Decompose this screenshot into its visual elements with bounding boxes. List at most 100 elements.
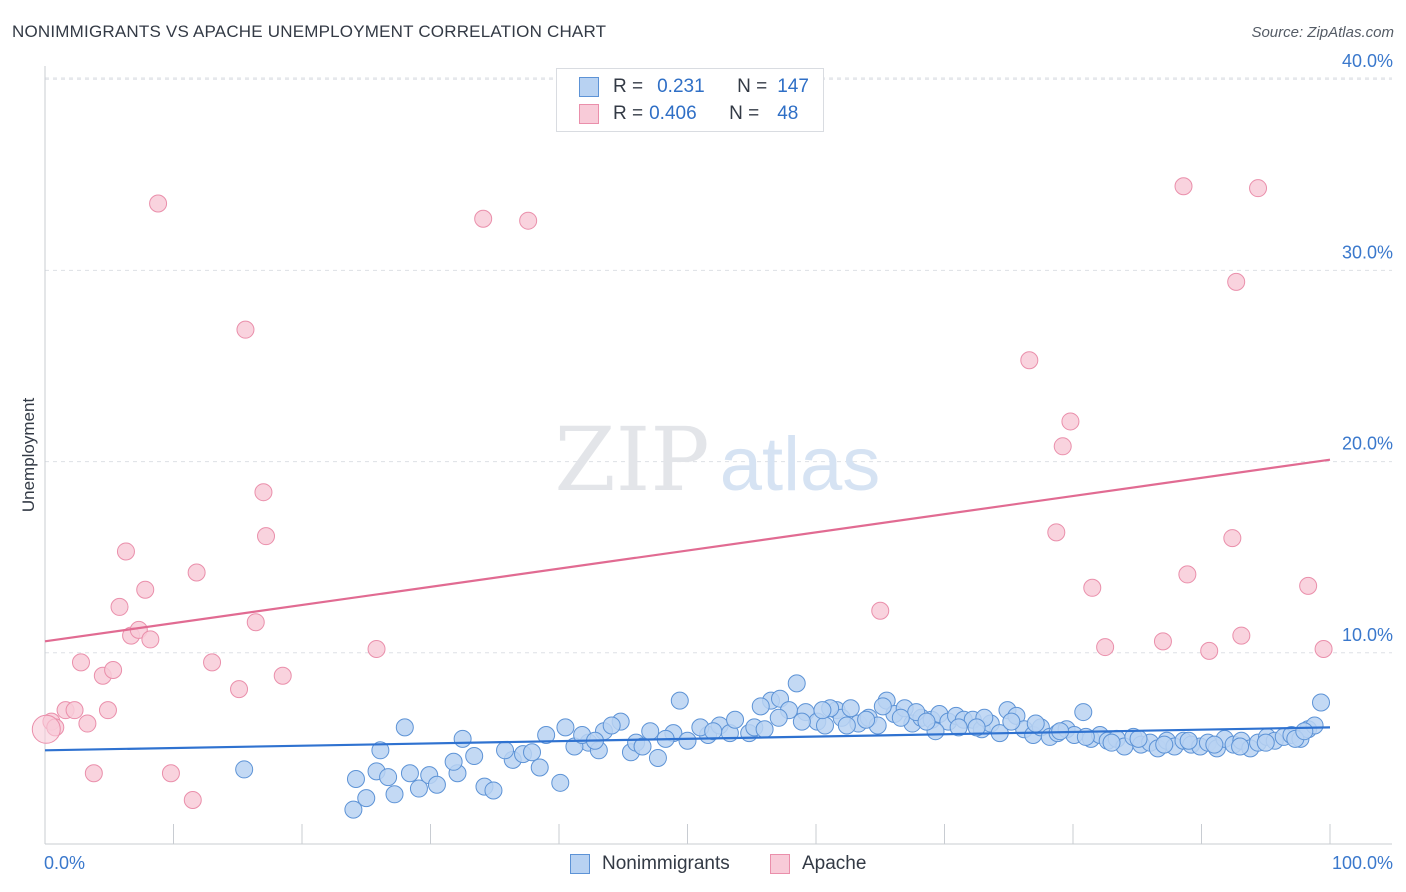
nonimmigrants-point bbox=[787, 674, 806, 693]
nonimmigrants-point bbox=[395, 718, 414, 737]
y-axis-title: Unemployment bbox=[19, 398, 38, 513]
legend-r-label: R = bbox=[613, 103, 644, 124]
apache-point bbox=[31, 714, 61, 744]
apache-point bbox=[367, 639, 386, 658]
nonimmigrants-point bbox=[670, 691, 689, 710]
source-label: Source: ZipAtlas.com bbox=[1251, 24, 1394, 41]
apache-point bbox=[65, 701, 84, 720]
apache-point bbox=[98, 701, 117, 720]
nonimmigrants-point bbox=[648, 748, 667, 767]
nonimmigrants-point bbox=[755, 720, 774, 739]
nonimmigrants-point bbox=[551, 773, 570, 792]
nonimmigrants-point bbox=[602, 716, 621, 735]
nonimmigrants-trend-line bbox=[44, 726, 1331, 752]
nonimmigrants-point bbox=[371, 741, 390, 760]
apache-point bbox=[1061, 412, 1080, 431]
y-tick-label: 40.0% bbox=[1342, 51, 1393, 71]
legend-label-nonimmigrants: Nonimmigrants bbox=[602, 853, 730, 874]
nonimmigrants-point bbox=[917, 712, 936, 731]
apache-point bbox=[1053, 437, 1072, 456]
nonimmigrants-point bbox=[633, 737, 652, 756]
apache-point bbox=[1020, 351, 1039, 370]
nonimmigrants-point bbox=[427, 775, 446, 794]
nonimmigrants-point bbox=[726, 710, 745, 729]
legend-r-label: R = bbox=[613, 76, 644, 97]
nonimmigrants-point bbox=[949, 718, 968, 737]
nonimmigrants-point bbox=[813, 701, 832, 720]
nonimmigrants-point bbox=[891, 708, 910, 727]
legend-swatch-blue bbox=[579, 77, 599, 97]
apache-point bbox=[519, 211, 538, 230]
apache-point bbox=[161, 764, 180, 783]
axis-labels: 10.0% 20.0% 30.0% 40.0% 0.0% 100.0% Unemployme… bbox=[19, 51, 1393, 873]
apache-point bbox=[254, 483, 273, 502]
nonimmigrants-point bbox=[1002, 712, 1021, 731]
x-tick-label: 0.0% bbox=[44, 853, 85, 873]
apache-point bbox=[1200, 641, 1219, 660]
nonimmigrants-point bbox=[1179, 731, 1198, 750]
apache-point bbox=[1249, 179, 1268, 198]
nonimmigrants-point bbox=[1129, 729, 1148, 748]
apache-point bbox=[1223, 529, 1242, 548]
legend-swatch-pink bbox=[770, 854, 790, 874]
apache-point bbox=[136, 580, 155, 599]
apache-point bbox=[474, 209, 493, 228]
apache-point bbox=[1083, 578, 1102, 597]
x-tick-label: 100.0% bbox=[1332, 853, 1393, 873]
legend-r-value: 0.231 bbox=[657, 76, 705, 97]
nonimmigrants-point bbox=[1102, 733, 1121, 752]
apache-point bbox=[116, 542, 135, 561]
legend-item-apache[interactable]: Apache bbox=[770, 853, 866, 875]
legend-row-nonimmigrants: R = 0.231 N = 147 bbox=[579, 74, 809, 100]
apache-point bbox=[1096, 638, 1115, 657]
axes bbox=[44, 66, 1392, 845]
nonimmigrants-point bbox=[235, 760, 254, 779]
nonimmigrants-point bbox=[873, 697, 892, 716]
apache-point bbox=[104, 661, 123, 680]
legend-item-nonimmigrants[interactable]: Nonimmigrants bbox=[570, 853, 730, 875]
apache-point bbox=[230, 680, 249, 699]
nonimmigrants-points bbox=[235, 674, 1331, 819]
nonimmigrants-point bbox=[769, 708, 788, 727]
nonimmigrants-point bbox=[678, 731, 697, 750]
nonimmigrants-point bbox=[537, 726, 556, 745]
nonimmigrants-point bbox=[1295, 722, 1314, 741]
apache-point bbox=[110, 597, 129, 616]
nonimmigrants-point bbox=[484, 781, 503, 800]
nonimmigrants-point bbox=[837, 716, 856, 735]
legend-row-apache: R = 0.406 N = 48 bbox=[579, 101, 798, 127]
y-tick-label: 10.0% bbox=[1342, 625, 1393, 645]
apache-point bbox=[187, 563, 206, 582]
series-legend: Nonimmigrants Apache bbox=[0, 851, 1406, 879]
nonimmigrants-point bbox=[496, 741, 515, 760]
watermark-atlas: atlas bbox=[720, 422, 881, 507]
apache-point bbox=[246, 613, 265, 632]
trend-lines bbox=[44, 458, 1331, 752]
apache-point bbox=[273, 666, 292, 685]
nonimmigrants-point bbox=[556, 718, 575, 737]
nonimmigrants-point bbox=[815, 716, 834, 735]
apache-trend-line bbox=[44, 458, 1331, 643]
nonimmigrants-point bbox=[841, 699, 860, 718]
legend-n-label: N = bbox=[729, 103, 760, 124]
nonimmigrants-point bbox=[1074, 703, 1093, 722]
legend-swatch-pink bbox=[579, 104, 599, 124]
nonimmigrants-point bbox=[857, 710, 876, 729]
apache-point bbox=[1047, 523, 1066, 542]
nonimmigrants-point bbox=[792, 712, 811, 731]
apache-point bbox=[1153, 632, 1172, 651]
nonimmigrants-point bbox=[344, 800, 363, 819]
legend-n-value: 48 bbox=[777, 103, 799, 124]
nonimmigrants-point bbox=[967, 718, 986, 737]
apache-point bbox=[149, 194, 168, 213]
apache-point bbox=[1299, 576, 1318, 595]
apache-point bbox=[1232, 626, 1251, 645]
nonimmigrants-point bbox=[465, 747, 484, 766]
nonimmigrants-point bbox=[751, 697, 770, 716]
apache-point bbox=[1227, 272, 1246, 291]
y-tick-label: 30.0% bbox=[1342, 242, 1393, 262]
nonimmigrants-point bbox=[1205, 735, 1224, 754]
nonimmigrants-point bbox=[400, 764, 419, 783]
apache-point bbox=[1314, 639, 1333, 658]
